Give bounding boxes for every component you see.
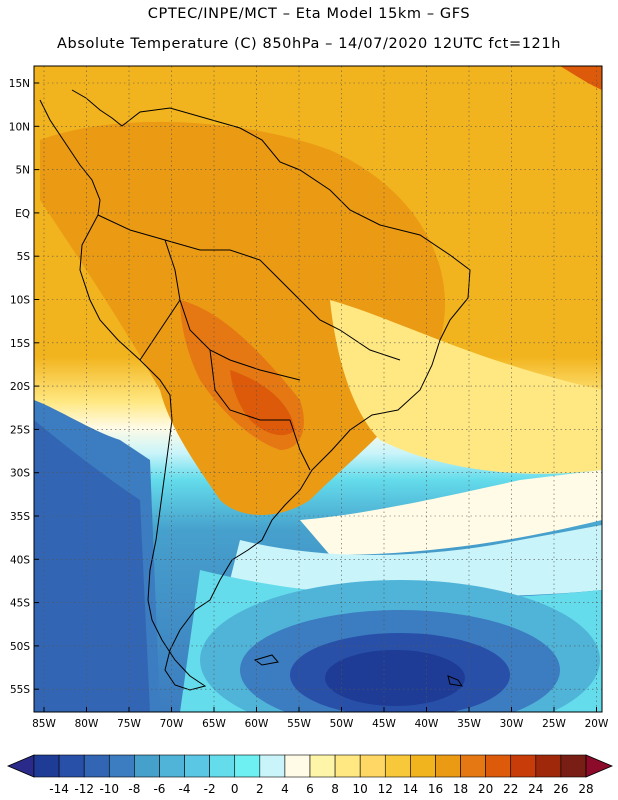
colorbar-swatch bbox=[159, 754, 185, 778]
lon-label: 35W bbox=[457, 718, 481, 730]
colorbar-label: 14 bbox=[403, 782, 418, 796]
colorbar-label: -4 bbox=[179, 782, 191, 796]
colorbar-label: 16 bbox=[428, 782, 443, 796]
colorbar-swatch bbox=[560, 754, 587, 778]
colorbar-swatch bbox=[535, 754, 562, 778]
lon-label: 65W bbox=[202, 718, 226, 730]
lat-label: 35S bbox=[10, 511, 30, 523]
lat-label: EQ bbox=[15, 208, 30, 220]
colorbar-swatch bbox=[309, 754, 336, 778]
colorbar-label: 0 bbox=[231, 782, 239, 796]
lon-label: 55W bbox=[287, 718, 311, 730]
lat-label: 55S bbox=[10, 684, 30, 696]
lon-label: 80W bbox=[75, 718, 99, 730]
colorbar-swatch bbox=[284, 754, 311, 778]
colorbar-swatch bbox=[83, 754, 110, 778]
colorbar-label: -12 bbox=[74, 782, 94, 796]
colorbar-label: -2 bbox=[204, 782, 216, 796]
graticule bbox=[34, 66, 602, 712]
colorbar-label: 18 bbox=[453, 782, 468, 796]
lat-label: 25S bbox=[10, 424, 30, 436]
colorbar-swatch bbox=[58, 754, 85, 778]
lat-label: 10S bbox=[10, 295, 30, 307]
colorbar-swatch bbox=[134, 754, 160, 778]
colorbar-swatch bbox=[410, 754, 436, 778]
colorbar-label: 8 bbox=[331, 782, 339, 796]
colorbar-label: 10 bbox=[353, 782, 368, 796]
colorbar-label: -6 bbox=[153, 782, 165, 796]
colorbar-swatch bbox=[234, 754, 261, 778]
lat-label: 5S bbox=[17, 251, 31, 263]
lon-label: 85W bbox=[32, 718, 56, 730]
colorbar-low-arrow bbox=[6, 754, 35, 778]
lat-label: 45S bbox=[10, 598, 30, 610]
longitude-labels: 85W 80W 75W 70W 65W 60W 55W 50W 45W 40W 35W 30W 25W 2… bbox=[32, 718, 609, 730]
colorbar-label: 20 bbox=[478, 782, 493, 796]
colorbar-label: 28 bbox=[578, 782, 593, 796]
lat-label: 50S bbox=[10, 641, 30, 653]
lat-label: 5N bbox=[15, 165, 30, 177]
colorbar-swatch bbox=[108, 754, 135, 778]
colorbar-label: 4 bbox=[281, 782, 289, 796]
colorbar-label: 12 bbox=[378, 782, 393, 796]
colorbar-swatch bbox=[435, 754, 461, 778]
lon-label: 60W bbox=[245, 718, 269, 730]
title-line-2: Absolute Temperature (C) 850hPa – 14/07/… bbox=[57, 36, 561, 52]
field-layer bbox=[34, 66, 602, 712]
colorbar-label: -10 bbox=[99, 782, 119, 796]
colorbar-label: 26 bbox=[553, 782, 568, 796]
colorbar-swatch bbox=[485, 754, 512, 778]
title-line-1: CPTEC/INPE/MCT – Eta Model 15km – GFS bbox=[147, 6, 471, 22]
lon-label: 75W bbox=[117, 718, 141, 730]
colorbar-swatch bbox=[460, 754, 486, 778]
lon-label: 70W bbox=[160, 718, 184, 730]
lon-label: 45W bbox=[372, 718, 396, 730]
colorbar-swatch bbox=[384, 754, 411, 778]
colorbar-swatch bbox=[334, 754, 361, 778]
colorbar-swatch bbox=[359, 754, 386, 778]
lat-label: 15N bbox=[9, 78, 30, 90]
lat-label: 30S bbox=[10, 468, 30, 480]
colorbar-swatch bbox=[184, 754, 210, 778]
lat-label: 20S bbox=[10, 381, 30, 393]
lon-label: 30W bbox=[500, 718, 524, 730]
colorbar-label: 22 bbox=[503, 782, 518, 796]
latitude-labels: 15N 10N 5N EQ 5S 10S 15S 20S 25S 30S 35S 40S 45S 50S 5… bbox=[9, 78, 31, 696]
map-frame bbox=[33, 65, 603, 713]
colorbar-label: -8 bbox=[128, 782, 140, 796]
colorbar-label: -14 bbox=[49, 782, 69, 796]
colorbar-swatch bbox=[209, 754, 236, 778]
colorbar-label: 2 bbox=[256, 782, 264, 796]
colorbar-label: 6 bbox=[306, 782, 314, 796]
colorbar-high-arrow bbox=[585, 754, 614, 778]
lon-label: 50W bbox=[330, 718, 354, 730]
lat-label: 15S bbox=[10, 338, 30, 350]
colorbar-swatch bbox=[33, 754, 60, 778]
lat-label: 10N bbox=[9, 121, 30, 133]
lon-label: 25W bbox=[542, 718, 566, 730]
lat-label: 40S bbox=[10, 554, 30, 566]
lon-label: 20W bbox=[585, 718, 609, 730]
colorbar-swatch bbox=[259, 754, 286, 778]
colorbar-swatch bbox=[510, 754, 537, 778]
lon-label: 40W bbox=[415, 718, 439, 730]
colorbar: -14 -12 -10 -8 -6 -4 -2 0 2 4 6 8 10 12 14 16 18 20 22 24 26… bbox=[6, 754, 614, 796]
colorbar-label: 24 bbox=[528, 782, 543, 796]
coastlines bbox=[39, 89, 471, 691]
